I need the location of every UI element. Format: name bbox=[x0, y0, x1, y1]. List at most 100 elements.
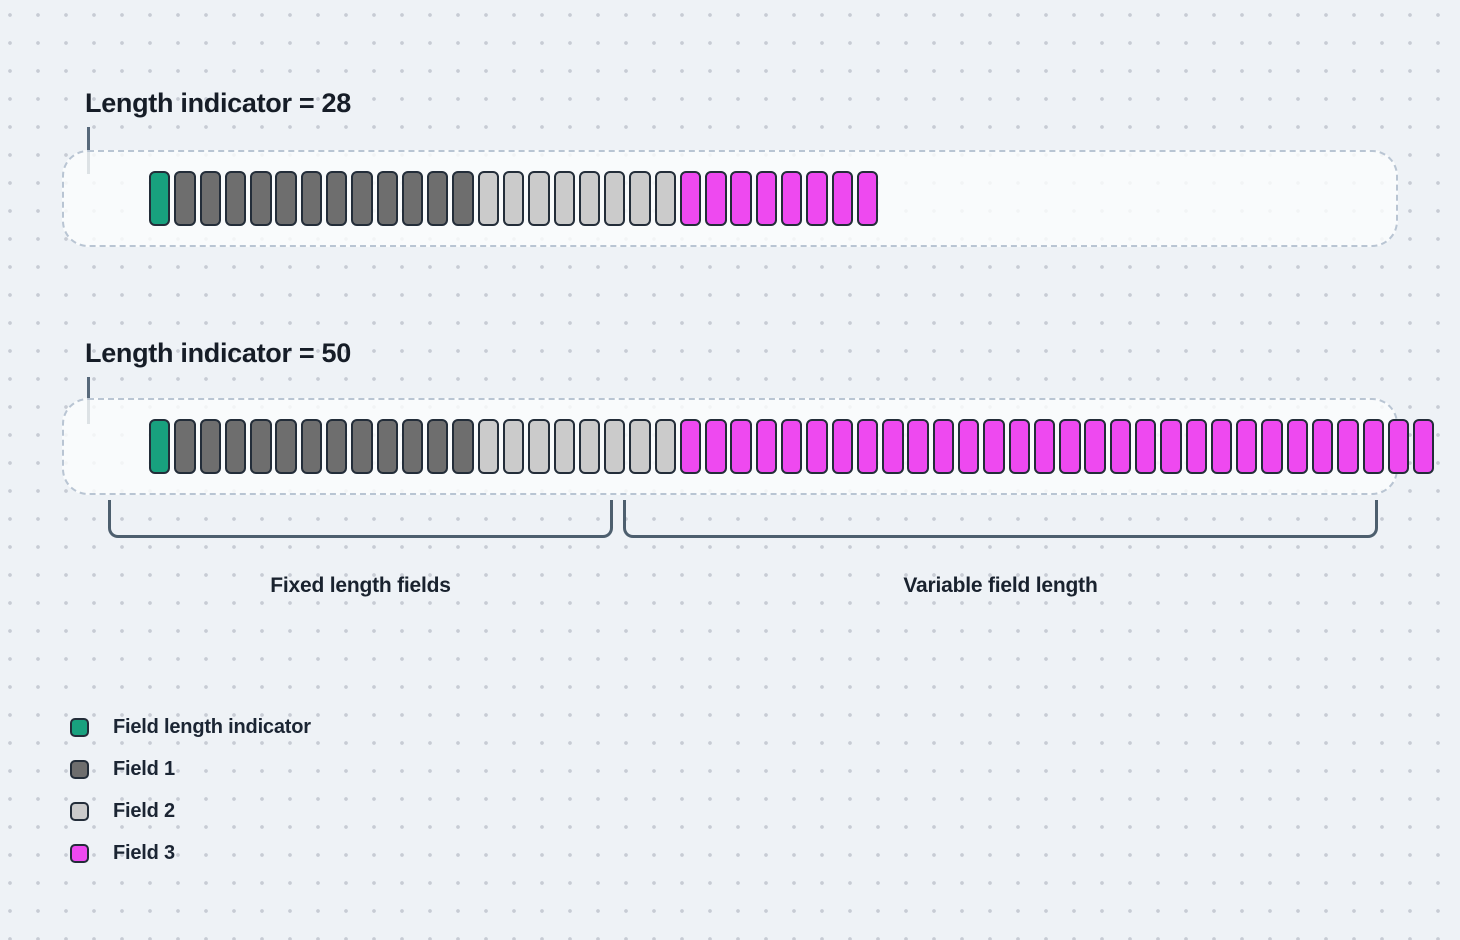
field1-cell bbox=[174, 419, 196, 474]
field3-cell bbox=[1286, 419, 1309, 474]
field3-cell bbox=[958, 419, 980, 474]
field3-cell bbox=[705, 171, 727, 226]
field3-cell bbox=[882, 419, 904, 474]
section-1-byte-strip bbox=[149, 171, 879, 226]
field1-cell bbox=[300, 419, 323, 474]
field2-cell bbox=[654, 419, 677, 474]
section-2-byte-strip bbox=[149, 419, 1435, 474]
field1-cell bbox=[401, 171, 424, 226]
field3-cell bbox=[755, 419, 778, 474]
section-2-byte-strip-container bbox=[62, 398, 1435, 495]
field2-cell bbox=[528, 171, 550, 226]
field3-cell bbox=[831, 419, 853, 474]
field3-cell bbox=[755, 171, 778, 226]
variable-length-label: Variable field length bbox=[903, 574, 1098, 597]
field3-cell bbox=[1059, 419, 1081, 474]
field2-cell bbox=[502, 171, 525, 226]
field3-cell bbox=[856, 419, 879, 474]
field3-swatch-icon bbox=[70, 843, 89, 863]
field1-cell bbox=[452, 171, 474, 226]
field3-cell bbox=[781, 419, 803, 474]
field3-cell bbox=[1261, 419, 1283, 474]
legend-label: Field 2 bbox=[113, 799, 175, 822]
field3-cell bbox=[856, 171, 879, 226]
legend-item-field2: Field 2 bbox=[70, 790, 311, 832]
field3-cell bbox=[781, 171, 803, 226]
field3-cell bbox=[730, 419, 752, 474]
field2-cell bbox=[477, 419, 500, 474]
field1-cell bbox=[325, 171, 348, 226]
field3-cell bbox=[831, 171, 853, 226]
field2-cell bbox=[578, 419, 601, 474]
field2-cell bbox=[528, 419, 550, 474]
legend: Field length indicator Field 1 Field 2 Fiel… bbox=[70, 706, 311, 874]
field2-cell bbox=[629, 419, 651, 474]
field1-cell bbox=[199, 171, 221, 226]
fixed-length-label: Fixed length fields bbox=[270, 574, 451, 597]
field3-cell bbox=[1109, 419, 1132, 474]
field3-cell bbox=[1362, 419, 1384, 474]
field3-cell bbox=[705, 419, 727, 474]
field3-cell bbox=[1185, 419, 1207, 474]
field3-cell bbox=[1413, 419, 1435, 474]
field3-cell bbox=[932, 419, 955, 474]
field3-cell bbox=[1033, 419, 1056, 474]
section-1-byte-strip-container bbox=[62, 150, 1398, 247]
field-length-indicator-cell bbox=[149, 419, 171, 474]
field1-cell bbox=[427, 171, 449, 226]
field1-cell bbox=[452, 419, 474, 474]
field1-cell bbox=[250, 171, 272, 226]
fixed-length-bracket bbox=[108, 500, 613, 538]
field3-cell bbox=[1311, 419, 1334, 474]
legend-label: Field length indicator bbox=[113, 715, 311, 738]
field1-cell bbox=[224, 171, 247, 226]
field2-cell bbox=[477, 171, 500, 226]
field1-cell bbox=[275, 419, 297, 474]
field3-cell bbox=[806, 171, 828, 226]
field3-cell bbox=[1008, 419, 1030, 474]
legend-label: Field 1 bbox=[113, 757, 175, 780]
field3-cell bbox=[679, 171, 702, 226]
field1-swatch-icon bbox=[70, 759, 89, 779]
field3-cell bbox=[1084, 419, 1106, 474]
field1-cell bbox=[351, 171, 373, 226]
section-2-title: Length indicator = 50 bbox=[85, 338, 351, 368]
variable-length-bracket bbox=[623, 500, 1378, 538]
field1-cell bbox=[224, 419, 247, 474]
field2-cell bbox=[502, 419, 525, 474]
legend-label: Field 3 bbox=[113, 841, 175, 864]
field3-cell bbox=[1160, 419, 1182, 474]
field1-cell bbox=[250, 419, 272, 474]
field2-cell bbox=[553, 171, 575, 226]
indicator-swatch-icon bbox=[70, 717, 89, 737]
field1-cell bbox=[199, 419, 221, 474]
field2-cell bbox=[654, 171, 677, 226]
field2-cell bbox=[604, 419, 626, 474]
legend-item-field3: Field 3 bbox=[70, 832, 311, 874]
field3-cell bbox=[1337, 419, 1359, 474]
field2-cell bbox=[553, 419, 575, 474]
field2-cell bbox=[629, 171, 651, 226]
field3-cell bbox=[907, 419, 929, 474]
field1-cell bbox=[401, 419, 424, 474]
field3-cell bbox=[806, 419, 828, 474]
field3-cell bbox=[730, 171, 752, 226]
section-1-title: Length indicator = 28 bbox=[85, 88, 351, 118]
field1-cell bbox=[376, 171, 398, 226]
field1-cell bbox=[351, 419, 373, 474]
field1-cell bbox=[174, 171, 196, 226]
field3-cell bbox=[983, 419, 1005, 474]
field3-cell bbox=[679, 419, 702, 474]
field1-cell bbox=[427, 419, 449, 474]
field1-cell bbox=[325, 419, 348, 474]
field3-cell bbox=[1210, 419, 1233, 474]
legend-item-field1: Field 1 bbox=[70, 748, 311, 790]
field1-cell bbox=[376, 419, 398, 474]
field1-cell bbox=[275, 171, 297, 226]
field-length-indicator-cell bbox=[149, 171, 171, 226]
field3-cell bbox=[1134, 419, 1157, 474]
field3-cell bbox=[1236, 419, 1258, 474]
field1-cell bbox=[300, 171, 323, 226]
field2-cell bbox=[578, 171, 601, 226]
legend-item-indicator: Field length indicator bbox=[70, 706, 311, 748]
